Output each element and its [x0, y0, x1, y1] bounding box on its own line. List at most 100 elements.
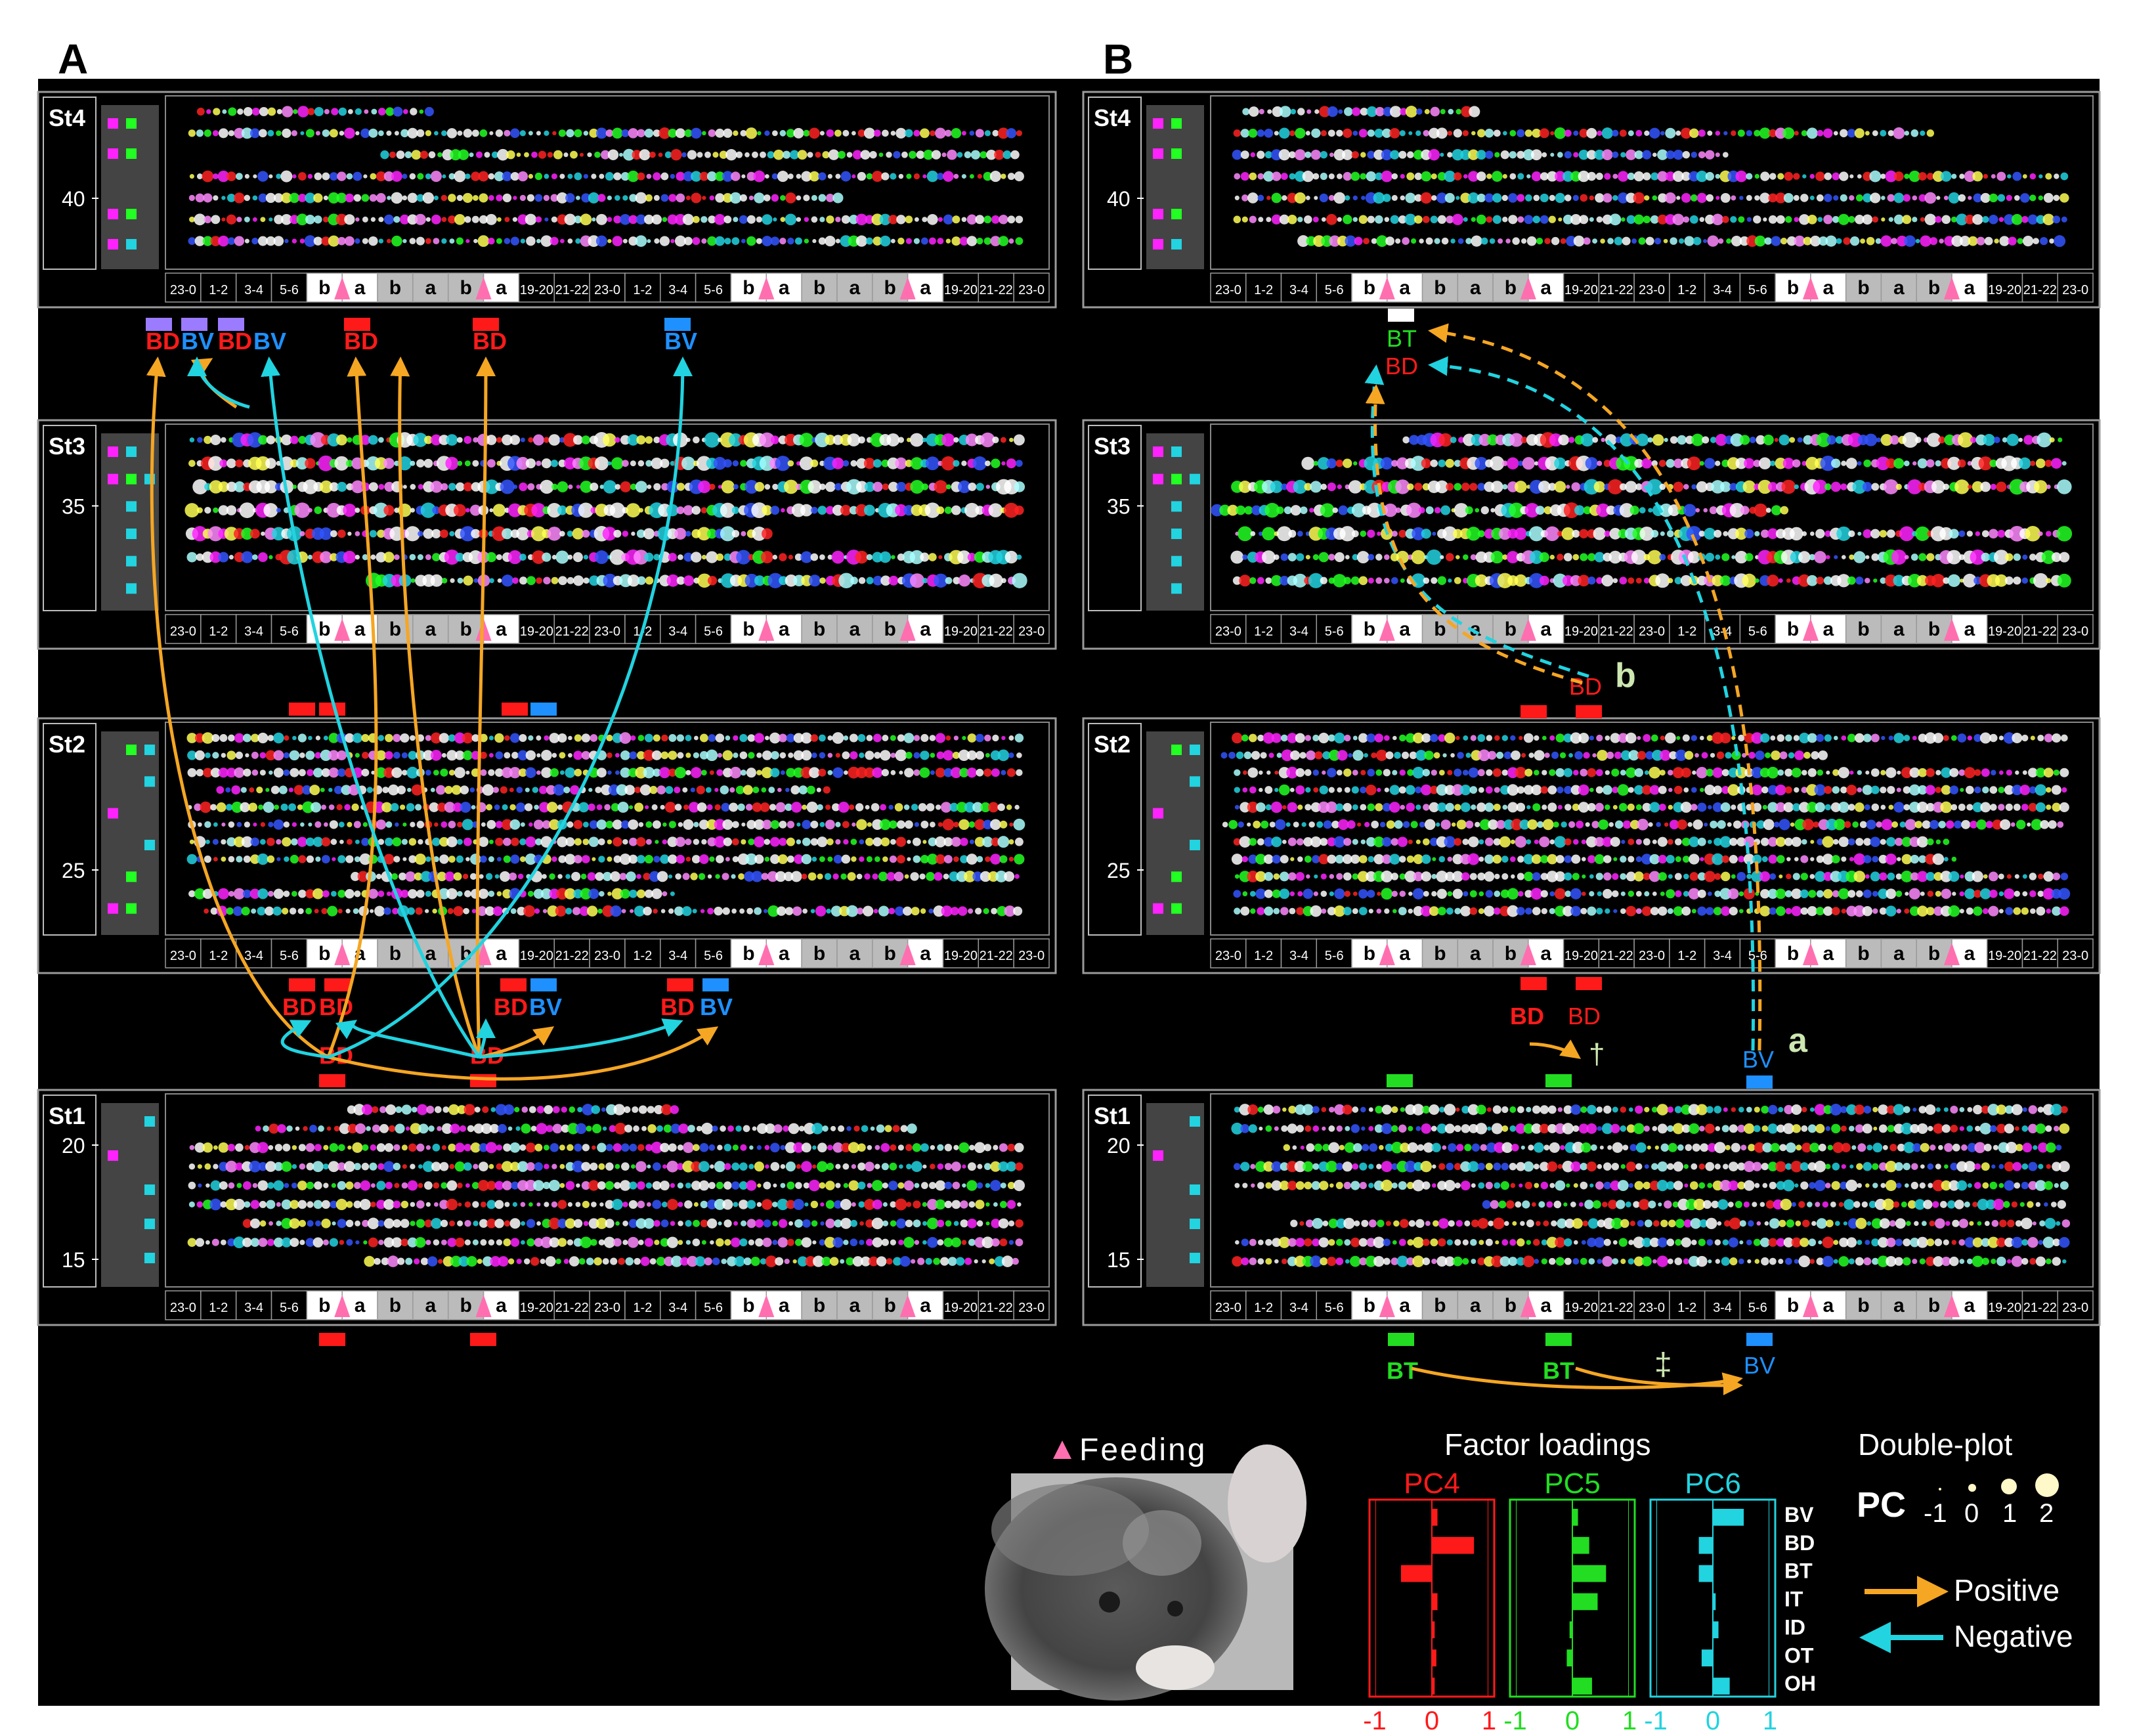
activity-dot — [386, 130, 392, 136]
activity-dot — [997, 836, 1010, 848]
activity-dot — [329, 482, 339, 492]
activity-dot — [825, 481, 836, 492]
activity-dot — [850, 751, 858, 760]
activity-dot — [685, 752, 691, 758]
activity-dot — [754, 854, 764, 864]
activity-dot — [297, 836, 308, 847]
activity-dot — [2045, 531, 2052, 537]
activity-dot — [968, 483, 977, 491]
activity-dot — [299, 1163, 306, 1170]
activity-dot — [586, 1125, 592, 1132]
activity-dot — [825, 235, 836, 247]
activity-dot — [1423, 129, 1430, 137]
activity-dot — [825, 819, 835, 830]
activity-dot — [840, 171, 852, 182]
activity-dot — [1673, 458, 1683, 468]
activity-dot — [494, 171, 504, 182]
activity-dot — [494, 1181, 504, 1190]
activity-dot — [872, 819, 883, 830]
activity-dot — [1502, 174, 1507, 179]
activity-dot — [857, 436, 865, 444]
activity-dot — [632, 150, 642, 160]
activity-dot — [396, 150, 405, 160]
activity-dot — [926, 1217, 939, 1230]
activity-dot — [1391, 460, 1398, 467]
activity-dot — [769, 854, 780, 864]
activity-dot — [699, 733, 708, 743]
activity-dot — [1731, 555, 1736, 559]
activity-dot — [583, 173, 589, 179]
activity-dot — [1327, 482, 1336, 492]
activity-dot — [572, 1160, 584, 1173]
activity-dot — [927, 214, 938, 225]
activity-dot — [760, 1258, 767, 1265]
activity-dot — [441, 217, 447, 223]
activity-dot — [636, 855, 645, 864]
activity-dot — [870, 1126, 875, 1131]
activity-dot — [1739, 236, 1750, 246]
activity-dot — [1490, 508, 1496, 513]
activity-dot — [410, 108, 418, 116]
activity-dot — [1684, 236, 1694, 246]
activity-dot — [930, 1145, 936, 1150]
activity-dot — [739, 908, 745, 914]
time-label: a — [355, 618, 366, 640]
activity-dot — [257, 1180, 269, 1191]
time-cell — [412, 1290, 449, 1320]
activity-dot — [1572, 529, 1580, 538]
activity-dot — [475, 151, 483, 158]
activity-dot — [1723, 531, 1729, 536]
time-label: b — [1857, 618, 1869, 640]
marker-square — [126, 473, 137, 485]
activity-dot — [1312, 734, 1320, 742]
activity-dot — [1959, 173, 1965, 179]
activity-dot — [541, 750, 552, 761]
activity-dot — [1312, 216, 1319, 223]
marker-square — [108, 446, 118, 457]
activity-dot — [621, 1143, 630, 1152]
activity-dot — [1580, 194, 1588, 202]
activity-dot — [1636, 433, 1649, 446]
activity-dot — [835, 173, 841, 179]
activity-dot — [1837, 574, 1851, 588]
feeding-icon — [1802, 277, 1819, 299]
activity-dot — [596, 819, 607, 830]
time-cell — [412, 614, 449, 644]
activity-dot — [2038, 174, 2043, 179]
activity-dot — [676, 171, 685, 181]
activity-dot — [738, 873, 745, 880]
activity-dot — [557, 804, 563, 810]
activity-dot — [1301, 456, 1315, 470]
activity-dot — [662, 891, 668, 897]
activity-dot — [228, 734, 235, 742]
activity-dot — [1320, 173, 1327, 181]
activity-dot — [647, 1124, 657, 1133]
activity-dot — [966, 768, 978, 778]
activity-dot — [1279, 214, 1289, 225]
activity-dot — [850, 1238, 858, 1247]
activity-dot — [746, 236, 756, 246]
activity-dot — [1833, 195, 1839, 201]
activity-dot — [1888, 217, 1893, 222]
activity-dot — [502, 434, 513, 446]
activity-dot — [248, 802, 258, 812]
activity-dot — [1920, 130, 1926, 136]
activity-dot — [668, 128, 678, 138]
marker-column — [1146, 731, 1204, 935]
activity-dot — [1710, 437, 1717, 443]
activity-dot — [801, 873, 808, 880]
activity-dot — [819, 856, 825, 862]
time-cell — [942, 1290, 980, 1320]
activity-dot — [872, 552, 883, 563]
activity-dot — [660, 458, 670, 468]
activity-dot — [889, 855, 897, 863]
stage-label-box — [1088, 425, 1142, 611]
activity-dot — [1967, 461, 1972, 466]
activity-dot — [1398, 150, 1407, 159]
activity-dot — [221, 196, 226, 200]
activity-dot — [543, 194, 550, 202]
activity-dot — [654, 1104, 664, 1115]
activity-dot — [574, 1143, 582, 1152]
activity-dot — [677, 1182, 683, 1189]
